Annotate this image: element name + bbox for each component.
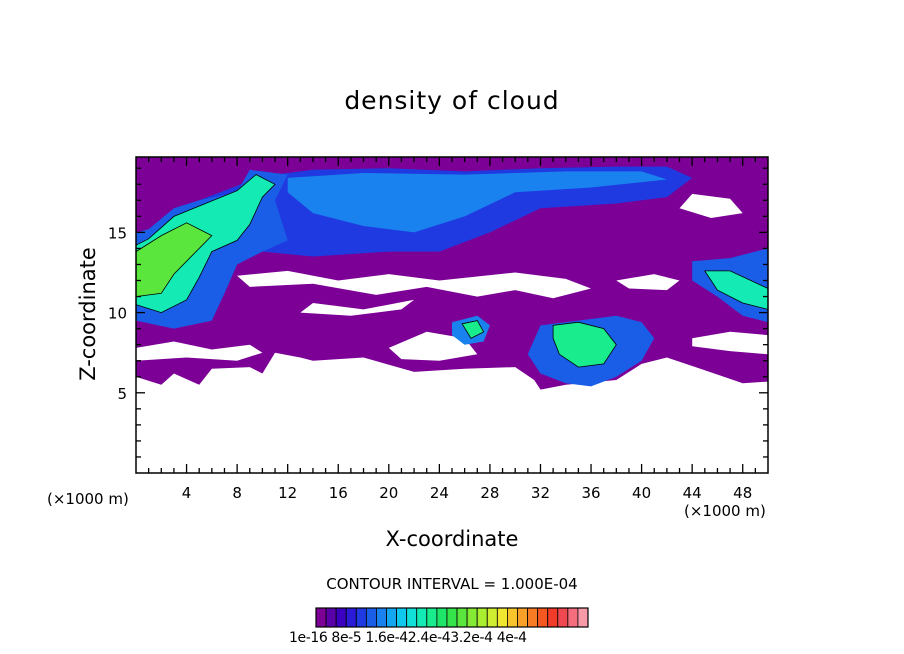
colorbar-swatch bbox=[315, 607, 327, 628]
colorbar-swatch bbox=[365, 607, 377, 628]
chart-title: density of cloud bbox=[344, 86, 560, 115]
colorbar-swatch bbox=[426, 607, 438, 628]
colorbar-swatch bbox=[537, 607, 549, 628]
contour-interval-label: CONTOUR INTERVAL = 1.000E-04 bbox=[326, 575, 578, 593]
x-axis-label: X-coordinate bbox=[385, 527, 519, 551]
y-tick-label: 10 bbox=[108, 305, 127, 323]
colorbar-swatch bbox=[406, 607, 418, 628]
contour-region-gap-right bbox=[679, 193, 743, 218]
x-axis-unit-left: (×1000 m) bbox=[47, 490, 129, 508]
x-tick-label: 32 bbox=[531, 484, 550, 502]
colorbar-swatch bbox=[456, 607, 468, 628]
x-tick-label: 8 bbox=[232, 484, 242, 502]
colorbar-swatch bbox=[547, 607, 559, 628]
x-tick-label: 24 bbox=[430, 484, 449, 502]
contour-region-gap-right-low bbox=[692, 331, 768, 355]
colorbar-swatch bbox=[325, 607, 337, 628]
y-tick-label: 15 bbox=[108, 224, 127, 242]
contour-region-gap-mid-low bbox=[388, 331, 478, 361]
y-tick-label: 5 bbox=[117, 385, 127, 403]
contour-region-gap-center bbox=[237, 270, 591, 299]
contour-region-gap-left bbox=[136, 341, 263, 361]
colorbar-swatch bbox=[577, 607, 589, 628]
contour-region-left-cloud-core bbox=[136, 222, 213, 298]
x-tick-label: 48 bbox=[733, 484, 752, 502]
colorbar-swatch bbox=[345, 607, 357, 628]
x-tick-label: 12 bbox=[278, 484, 297, 502]
colorbar-swatch bbox=[396, 607, 408, 628]
colorbar-swatch bbox=[567, 607, 579, 628]
colorbar-swatch bbox=[517, 607, 528, 628]
x-tick-label: 40 bbox=[632, 484, 651, 502]
colorbar-frame bbox=[315, 607, 589, 628]
contour-fill-group bbox=[136, 157, 768, 390]
colorbar-swatch bbox=[416, 607, 428, 628]
colorbar-swatch bbox=[386, 607, 397, 628]
contour-region-small-cloud-26-core bbox=[461, 320, 485, 339]
x-tick-label: 16 bbox=[329, 484, 348, 502]
colorbar-swatch bbox=[507, 607, 518, 628]
x-tick-label: 4 bbox=[182, 484, 192, 502]
colorbar-swatch bbox=[376, 607, 387, 628]
colorbar-swatch bbox=[355, 607, 367, 628]
colorbar-swatch bbox=[557, 607, 569, 628]
y-axis-label: Z-coordinate bbox=[76, 247, 100, 381]
colorbar-swatch bbox=[476, 607, 488, 628]
colorbar-swatch bbox=[335, 607, 347, 628]
colorbar-swatch bbox=[466, 607, 478, 628]
contour-region-gap-band bbox=[300, 299, 415, 316]
x-axis-unit-right: (×1000 m) bbox=[684, 502, 766, 520]
colorbar-swatch bbox=[486, 607, 498, 628]
x-tick-label: 36 bbox=[581, 484, 600, 502]
colorbar-swatch bbox=[436, 607, 448, 628]
colorbar-labels: 1e-16 8e-5 1.6e-42.4e-43.2e-4 4e-4 bbox=[289, 630, 527, 646]
colorbar-swatch bbox=[527, 607, 539, 628]
x-tick-label: 20 bbox=[379, 484, 398, 502]
contour-region-gap-right-mid bbox=[616, 274, 680, 291]
x-tick-label: 44 bbox=[683, 484, 702, 502]
contour-region-upper-band-core bbox=[287, 171, 667, 233]
x-tick-label: 28 bbox=[480, 484, 499, 502]
contour-region-mid-cloud-core bbox=[552, 321, 617, 368]
contour-region-right-cloud-core bbox=[704, 270, 768, 310]
colorbar-swatch bbox=[496, 607, 508, 628]
colorbar-swatch bbox=[446, 607, 458, 628]
